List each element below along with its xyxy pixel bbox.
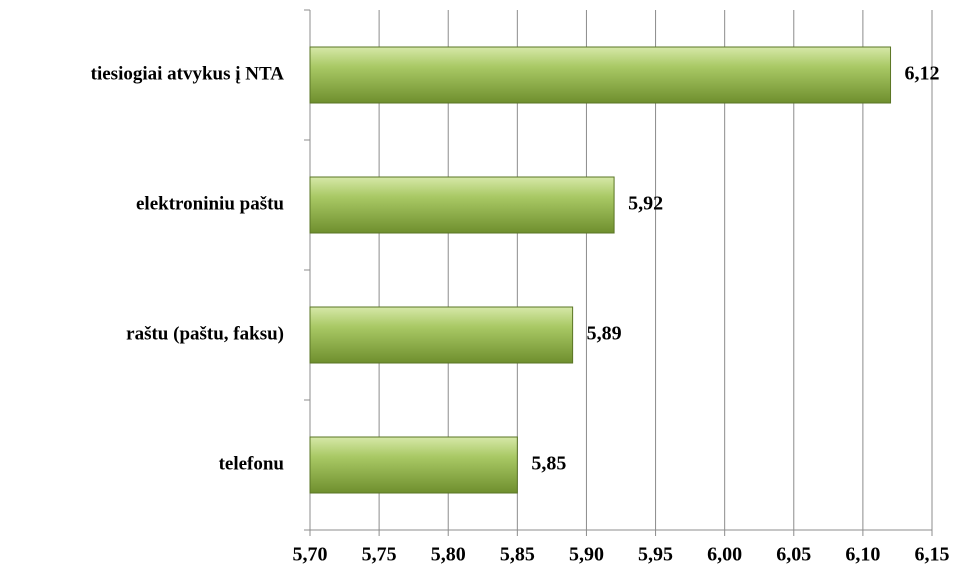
value-label: 5,89 bbox=[587, 323, 622, 345]
value-label: 6,12 bbox=[905, 63, 940, 85]
bar bbox=[309, 176, 615, 234]
y-tick-label: telefonu bbox=[219, 453, 285, 474]
x-tick-label: 5,75 bbox=[362, 544, 397, 566]
x-tick-label: 6,10 bbox=[845, 544, 880, 566]
x-tick-label: 5,70 bbox=[293, 544, 328, 566]
bar bbox=[309, 46, 892, 104]
bar bbox=[309, 306, 574, 364]
x-tick-label: 5,90 bbox=[569, 544, 604, 566]
y-tick-label: raštu (paštu, faksu) bbox=[126, 323, 284, 344]
x-tick-label: 6,00 bbox=[707, 544, 742, 566]
y-tick-label: elektroniniu paštu bbox=[136, 193, 284, 214]
x-tick-label: 5,85 bbox=[500, 544, 535, 566]
bar bbox=[309, 436, 518, 494]
value-label: 5,85 bbox=[531, 453, 566, 475]
x-tick-label: 6,15 bbox=[915, 544, 950, 566]
y-tick-label: tiesiogiai atvykus į NTA bbox=[91, 63, 285, 84]
x-tick-label: 6,05 bbox=[776, 544, 811, 566]
x-tick-label: 5,95 bbox=[638, 544, 673, 566]
value-label: 5,92 bbox=[628, 193, 663, 215]
x-tick-label: 5,80 bbox=[431, 544, 466, 566]
